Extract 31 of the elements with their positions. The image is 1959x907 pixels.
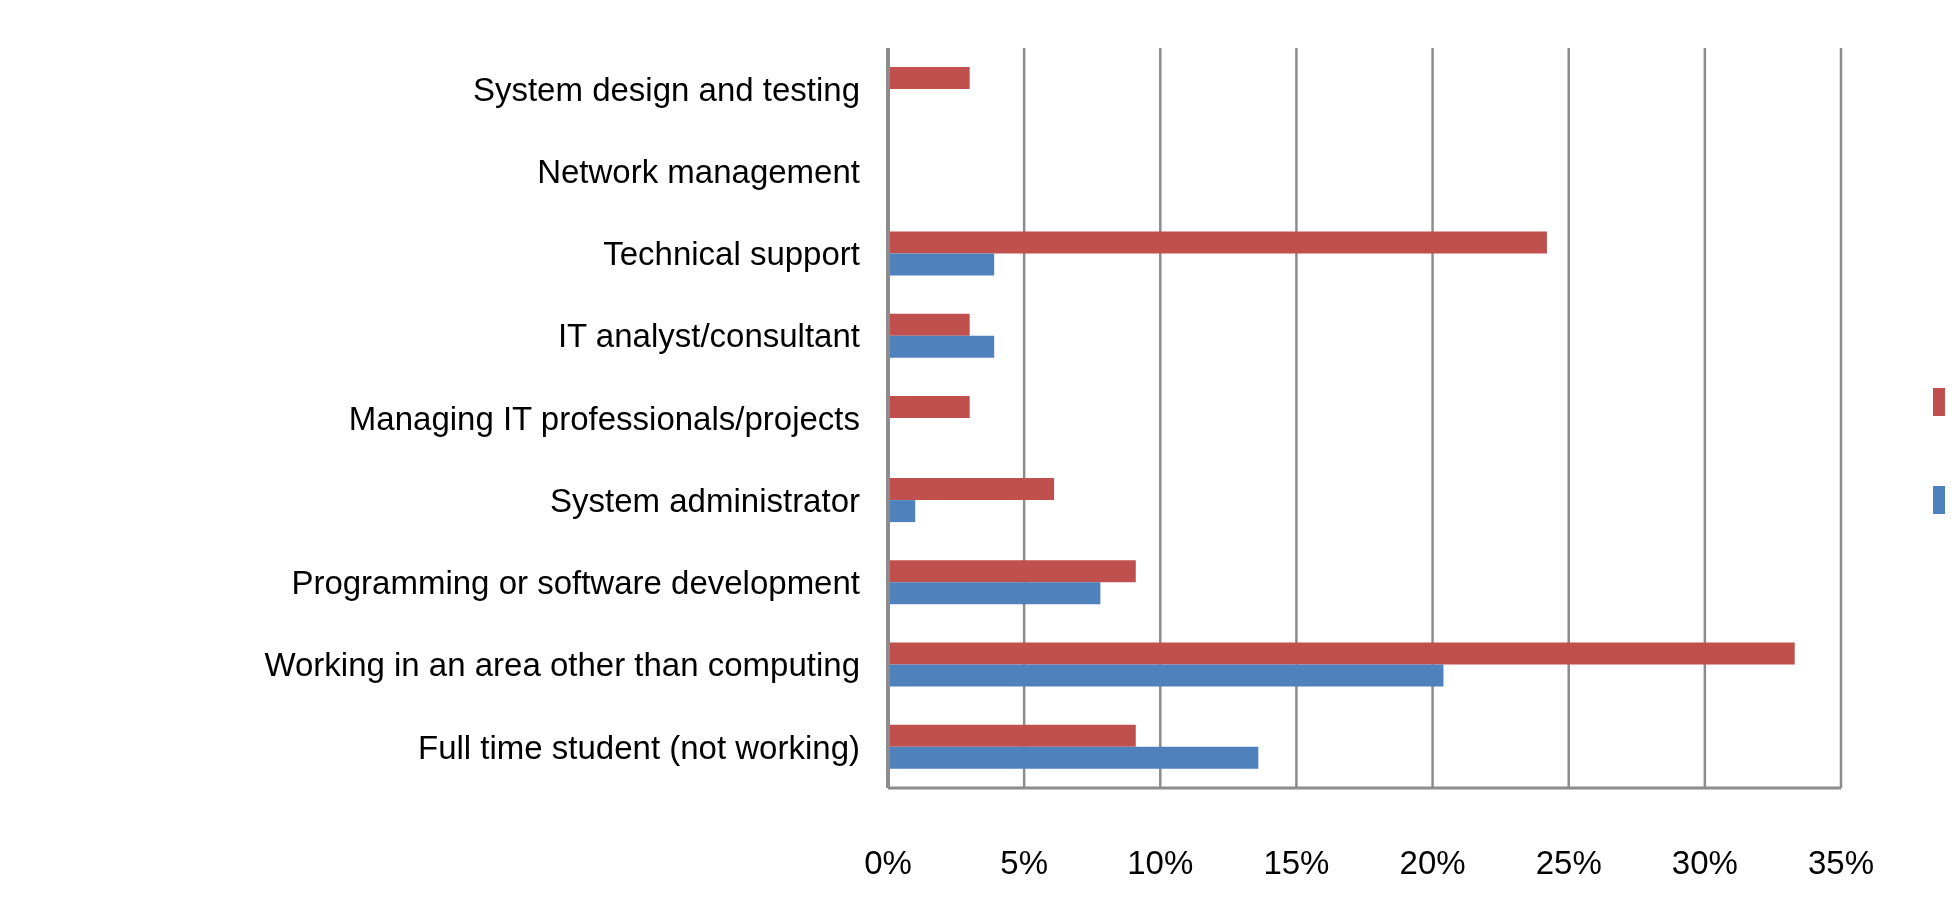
y-tick-label: IT analyst/consultant: [557, 317, 860, 355]
bar: [888, 335, 995, 358]
x-tick-label: 30%: [1671, 844, 1738, 882]
bar: [888, 395, 970, 418]
bar: [888, 313, 970, 336]
y-tick-label: Working in an area other than computing: [264, 646, 860, 684]
x-tick-label: 35%: [1807, 844, 1875, 882]
bar: [888, 67, 970, 89]
bar: [888, 478, 1055, 501]
x-tick-label: 0%: [864, 844, 912, 882]
bar: [888, 560, 1136, 583]
y-tick-label: Technical support: [603, 235, 860, 273]
bar: [888, 746, 1259, 769]
bar: [888, 664, 1444, 687]
bar: [888, 253, 995, 276]
y-tick-label: Managing IT professionals/projects: [348, 399, 860, 437]
x-tick-label: 15%: [1263, 844, 1330, 882]
y-tick-label: Network management: [537, 153, 860, 191]
x-tick-label: 10%: [1127, 844, 1194, 882]
bar: [888, 724, 1136, 747]
x-tick-label: 20%: [1399, 844, 1466, 882]
y-tick-label: System design and testing: [472, 70, 860, 108]
y-tick-label: Programming or software development: [291, 564, 860, 602]
y-tick-label: Full time student (not working): [417, 728, 860, 766]
bar: [888, 500, 916, 523]
bar: [888, 582, 1101, 605]
x-tick-label: 5%: [1000, 844, 1048, 882]
bar: [888, 642, 1795, 665]
bar: [888, 231, 1547, 254]
x-tick-label: 25%: [1535, 844, 1602, 882]
y-tick-label: System administrator: [550, 481, 860, 519]
